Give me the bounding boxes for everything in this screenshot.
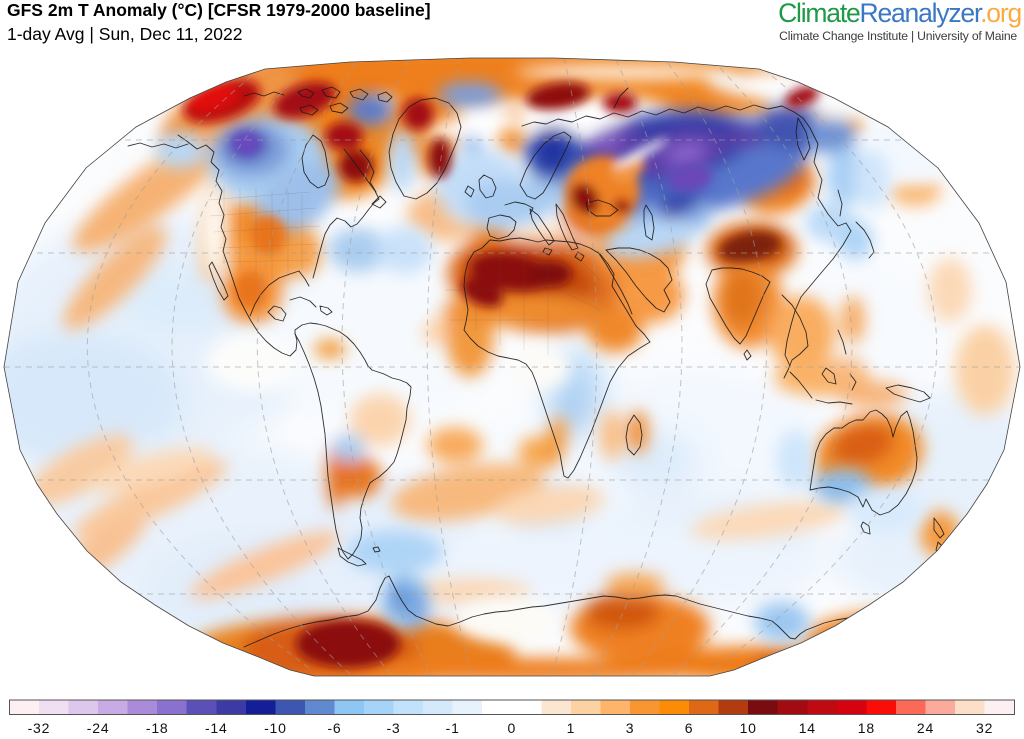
svg-text:0: 0 [508, 720, 517, 736]
svg-text:3: 3 [626, 720, 635, 736]
svg-text:-32: -32 [28, 720, 51, 736]
svg-text:-24: -24 [87, 720, 110, 736]
svg-text:-6: -6 [327, 720, 341, 736]
svg-text:24: 24 [917, 720, 934, 736]
svg-text:6: 6 [685, 720, 694, 736]
svg-text:-1: -1 [446, 720, 460, 736]
svg-text:14: 14 [799, 720, 816, 736]
svg-text:18: 18 [858, 720, 875, 736]
svg-text:-3: -3 [386, 720, 400, 736]
svg-text:32: 32 [976, 720, 993, 736]
svg-text:1: 1 [567, 720, 576, 736]
svg-text:-18: -18 [146, 720, 169, 736]
svg-text:-10: -10 [264, 720, 287, 736]
svg-text:10: 10 [740, 720, 757, 736]
svg-text:-14: -14 [205, 720, 228, 736]
